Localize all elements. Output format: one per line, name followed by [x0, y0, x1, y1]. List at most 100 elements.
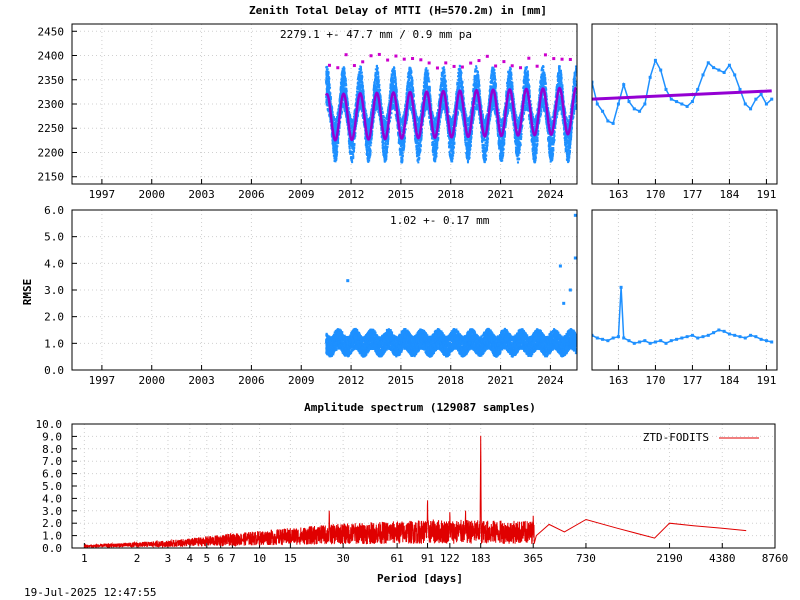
ztd-point: [343, 72, 346, 75]
ztd-point: [356, 116, 359, 119]
ztd-point: [386, 147, 389, 150]
ztd-point: [446, 95, 449, 98]
ztd-point: [362, 89, 365, 92]
ztd-point: [358, 74, 361, 77]
x-tick-label: 2012: [338, 188, 365, 201]
ztd-point: [326, 68, 329, 71]
ztd-point: [379, 89, 382, 92]
ztd-point: [425, 104, 428, 107]
ztd-point: [439, 88, 442, 91]
ztd-point: [419, 145, 422, 148]
ztd-point: [438, 121, 441, 124]
ztd-point: [350, 156, 353, 159]
ztd-point: [367, 160, 370, 163]
ztd-point: [420, 138, 423, 141]
ztd-point: [382, 137, 385, 140]
ztd-point: [437, 130, 440, 133]
ztd-point: [361, 108, 364, 111]
ztd-point: [383, 116, 386, 119]
ztd-point: [435, 147, 438, 150]
ztd-point: [413, 105, 416, 108]
ztd-point: [429, 123, 432, 126]
ztd-point: [449, 123, 452, 126]
ztd-point: [424, 83, 427, 86]
ztd-point: [331, 109, 334, 112]
ztd-point: [406, 115, 409, 118]
ztd-point: [441, 82, 444, 85]
ztd-point: [447, 110, 450, 113]
ztd-point: [376, 88, 379, 91]
ztd-point: [425, 67, 428, 70]
ztd-point: [391, 87, 394, 90]
ztd-point: [410, 85, 413, 88]
ztd-point: [391, 77, 394, 80]
ztd-point: [361, 87, 364, 90]
ztd-point: [340, 91, 343, 94]
ztd-point: [353, 150, 356, 153]
ztd-point: [449, 118, 452, 121]
ztd-point: [396, 100, 399, 103]
ztd-point: [423, 114, 426, 117]
ztd-point: [335, 116, 338, 119]
ztd-point: [432, 128, 435, 131]
x-tick-label: 2018: [438, 188, 465, 201]
ztd-point: [374, 84, 377, 87]
ztd-point: [367, 123, 370, 126]
ztd-point: [362, 93, 365, 96]
ztd-point: [428, 117, 431, 120]
ztd-point: [389, 91, 392, 94]
x-tick-label: 2009: [288, 188, 315, 201]
ztd-point: [431, 112, 434, 115]
ztd-point: [387, 142, 390, 145]
ztd-point: [431, 113, 434, 116]
ztd-point: [360, 85, 363, 88]
spectrum-chart-title: Amplitude spectrum (129087 samples): [304, 401, 536, 414]
ztd-point: [351, 128, 354, 131]
ztd-point: [362, 116, 365, 119]
ztd-point: [331, 111, 334, 114]
ztd-point: [349, 113, 352, 116]
ztd-point: [432, 116, 435, 119]
ztd-point: [387, 139, 390, 142]
ztd-point: [423, 81, 426, 84]
ztd-point: [377, 78, 380, 81]
ztd-point: [410, 78, 413, 81]
ztd-point: [409, 73, 412, 76]
ztd-point: [374, 106, 377, 109]
x-tick-label: 2003: [188, 188, 215, 201]
ztd-point: [344, 77, 347, 80]
ztd-point: [355, 102, 358, 105]
ztd-point: [361, 86, 364, 89]
ztd-point: [345, 88, 348, 91]
ztd-point: [394, 80, 397, 83]
ztd-point: [365, 138, 368, 141]
ztd-point: [328, 77, 331, 80]
ztd-point: [392, 69, 395, 72]
ztd-point: [424, 98, 427, 101]
ztd-point: [325, 74, 328, 77]
ztd-point: [403, 145, 406, 148]
ztd-point: [434, 142, 437, 145]
ztd-point: [363, 102, 366, 105]
ztd-point: [392, 84, 395, 87]
ztd-point: [360, 77, 363, 80]
ztd-point: [348, 139, 351, 142]
ztd-point: [445, 89, 448, 92]
ztd-point: [402, 149, 405, 152]
ztd-point: [416, 144, 419, 147]
ztd-point: [332, 115, 335, 118]
ztd-point: [345, 84, 348, 87]
ztd-point: [418, 142, 421, 145]
ztd-point: [446, 121, 449, 124]
ztd-point: [425, 83, 428, 86]
ztd-point: [426, 69, 429, 72]
ztd-point: [436, 142, 439, 145]
ztd-point: [360, 71, 363, 74]
ztd-point: [442, 100, 445, 103]
ztd-point: [425, 94, 428, 97]
ztd-point: [387, 127, 390, 130]
ztd-point: [369, 154, 372, 157]
ztd-point: [400, 126, 403, 129]
ztd-point: [414, 109, 417, 112]
ztd-point: [397, 106, 400, 109]
